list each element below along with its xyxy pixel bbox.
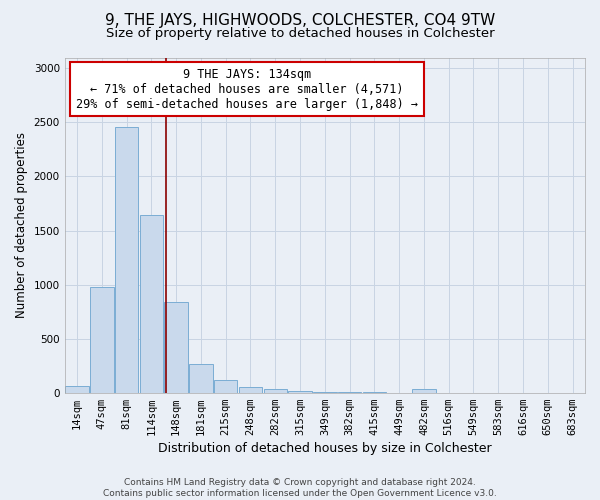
Y-axis label: Number of detached properties: Number of detached properties	[15, 132, 28, 318]
Bar	[140, 216, 163, 392]
Text: 9 THE JAYS: 134sqm
← 71% of detached houses are smaller (4,571)
29% of semi-deta: 9 THE JAYS: 134sqm ← 71% of detached hou…	[76, 68, 418, 110]
Bar	[189, 364, 213, 392]
Bar	[239, 386, 262, 392]
Bar	[90, 288, 113, 393]
Bar	[288, 390, 312, 392]
Text: Size of property relative to detached houses in Colchester: Size of property relative to detached ho…	[106, 28, 494, 40]
Bar	[65, 386, 89, 392]
Text: 9, THE JAYS, HIGHWOODS, COLCHESTER, CO4 9TW: 9, THE JAYS, HIGHWOODS, COLCHESTER, CO4 …	[105, 12, 495, 28]
Bar	[214, 380, 238, 392]
Bar	[164, 302, 188, 392]
Bar	[412, 390, 436, 392]
X-axis label: Distribution of detached houses by size in Colchester: Distribution of detached houses by size …	[158, 442, 491, 455]
Bar	[115, 126, 139, 392]
Bar	[263, 389, 287, 392]
Text: Contains HM Land Registry data © Crown copyright and database right 2024.
Contai: Contains HM Land Registry data © Crown c…	[103, 478, 497, 498]
